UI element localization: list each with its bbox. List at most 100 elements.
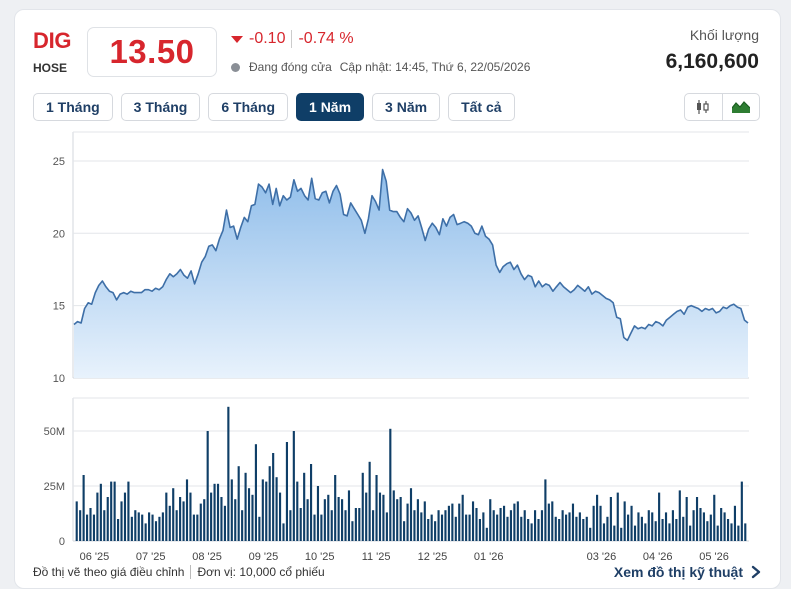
volume-bar xyxy=(403,521,406,541)
volume-bar xyxy=(430,514,433,541)
volume-bar xyxy=(365,492,368,541)
volume-bar xyxy=(530,523,533,541)
tab-1-year[interactable]: 1 Năm xyxy=(296,93,365,121)
volume-bar xyxy=(334,475,337,541)
exchange-label: HOSE xyxy=(33,61,68,75)
volume-bar xyxy=(668,523,671,541)
chart-type-toggle xyxy=(684,93,760,121)
area-chart-icon xyxy=(731,101,750,113)
volume-bar xyxy=(620,527,623,541)
volume-bar xyxy=(582,519,585,541)
volume-bar xyxy=(220,497,223,541)
volume-bar xyxy=(341,499,344,541)
volume-bar xyxy=(216,483,220,541)
volume-bar xyxy=(644,523,647,541)
unit-note: Đơn vị: 10,000 cổ phiếu xyxy=(197,565,325,579)
volume-bar xyxy=(130,516,133,541)
volume-bar xyxy=(261,479,264,541)
volume-bar xyxy=(223,505,226,541)
volume-bar xyxy=(423,501,426,541)
volume-bar xyxy=(375,475,378,541)
volume-bar xyxy=(337,497,340,541)
volume-bar xyxy=(196,514,199,541)
volume-bar xyxy=(396,499,399,541)
technical-chart-link[interactable]: Xem đồ thị kỹ thuật xyxy=(614,564,762,580)
volume-bar xyxy=(633,525,637,541)
volume-bar xyxy=(406,503,409,541)
volume-bar xyxy=(492,510,495,541)
volume-bar xyxy=(720,508,723,541)
volume-bar xyxy=(489,499,492,541)
volume-bar xyxy=(527,519,530,541)
volume-bar xyxy=(640,516,643,541)
volume-bar xyxy=(106,497,109,541)
volume-bar xyxy=(75,501,78,541)
x-tick-label: 04 '26 xyxy=(643,551,673,563)
tab-1-month[interactable]: 1 Tháng xyxy=(33,93,113,121)
x-tick-label: 07 '25 xyxy=(136,551,166,563)
volume-bar xyxy=(372,510,375,541)
volume-bar xyxy=(254,444,257,541)
volume-bar xyxy=(713,494,716,541)
tab-6-months[interactable]: 6 Tháng xyxy=(208,93,289,121)
volume-bar xyxy=(596,494,599,541)
tab-3-months[interactable]: 3 Tháng xyxy=(120,93,201,121)
volume-bar xyxy=(613,525,616,541)
volume-bar xyxy=(551,501,554,541)
volume-bar xyxy=(244,472,247,541)
price-tick-label: 20 xyxy=(53,228,65,240)
x-tick-label: 03 '26 xyxy=(587,551,617,563)
change-percent: -0.74 % xyxy=(298,30,354,47)
tab-all[interactable]: Tất cả xyxy=(448,93,515,121)
volume-bar xyxy=(282,523,285,541)
volume-bar xyxy=(103,510,106,541)
volume-bar xyxy=(482,512,485,541)
volume-value: 6,160,600 xyxy=(665,50,759,73)
volume-bar xyxy=(137,512,140,541)
volume-bar xyxy=(533,510,537,541)
volume-bar xyxy=(351,521,354,541)
x-tick-label: 05 '26 xyxy=(699,551,729,563)
volume-bar xyxy=(361,472,364,541)
volume-bar xyxy=(399,497,402,541)
volume-bar xyxy=(706,521,709,541)
volume-bar xyxy=(434,521,437,541)
volume-bar xyxy=(289,510,292,541)
volume-bar xyxy=(389,428,392,541)
volume-bar xyxy=(427,519,430,541)
volume-bar xyxy=(447,505,450,541)
volume-bar xyxy=(602,523,606,541)
volume-bar xyxy=(537,519,540,541)
volume-bar xyxy=(313,514,316,541)
volume-bar xyxy=(478,519,481,541)
volume-bar xyxy=(716,525,719,541)
tab-3-years[interactable]: 3 Năm xyxy=(372,93,441,121)
volume-bar xyxy=(730,523,733,541)
volume-bar xyxy=(571,503,575,541)
volume-bar xyxy=(354,508,357,541)
volume-bar xyxy=(578,512,581,541)
volume-tick-label: 25M xyxy=(44,481,65,493)
volume-bar xyxy=(203,499,206,541)
volume-bar xyxy=(589,527,592,541)
volume-bar xyxy=(344,510,347,541)
volume-bar xyxy=(637,512,640,541)
volume-bar xyxy=(475,508,478,541)
volume-bar xyxy=(616,492,619,541)
volume-tick-label: 0 xyxy=(59,536,65,548)
volume-bar xyxy=(502,505,506,541)
volume-bar xyxy=(737,525,740,541)
volume-bar xyxy=(496,514,499,541)
price-tick-label: 10 xyxy=(53,373,65,385)
volume-bar xyxy=(513,503,516,541)
area-chart-button[interactable] xyxy=(723,94,760,120)
volume-bar xyxy=(268,466,271,541)
candlestick-button[interactable] xyxy=(685,94,723,120)
volume-bar xyxy=(575,516,578,541)
volume-bar xyxy=(247,488,251,541)
volume-bar xyxy=(227,406,230,541)
volume-bar xyxy=(547,503,550,541)
x-tick-label: 01 '26 xyxy=(474,551,504,563)
volume-bar xyxy=(523,510,526,541)
volume-bar xyxy=(647,510,650,541)
